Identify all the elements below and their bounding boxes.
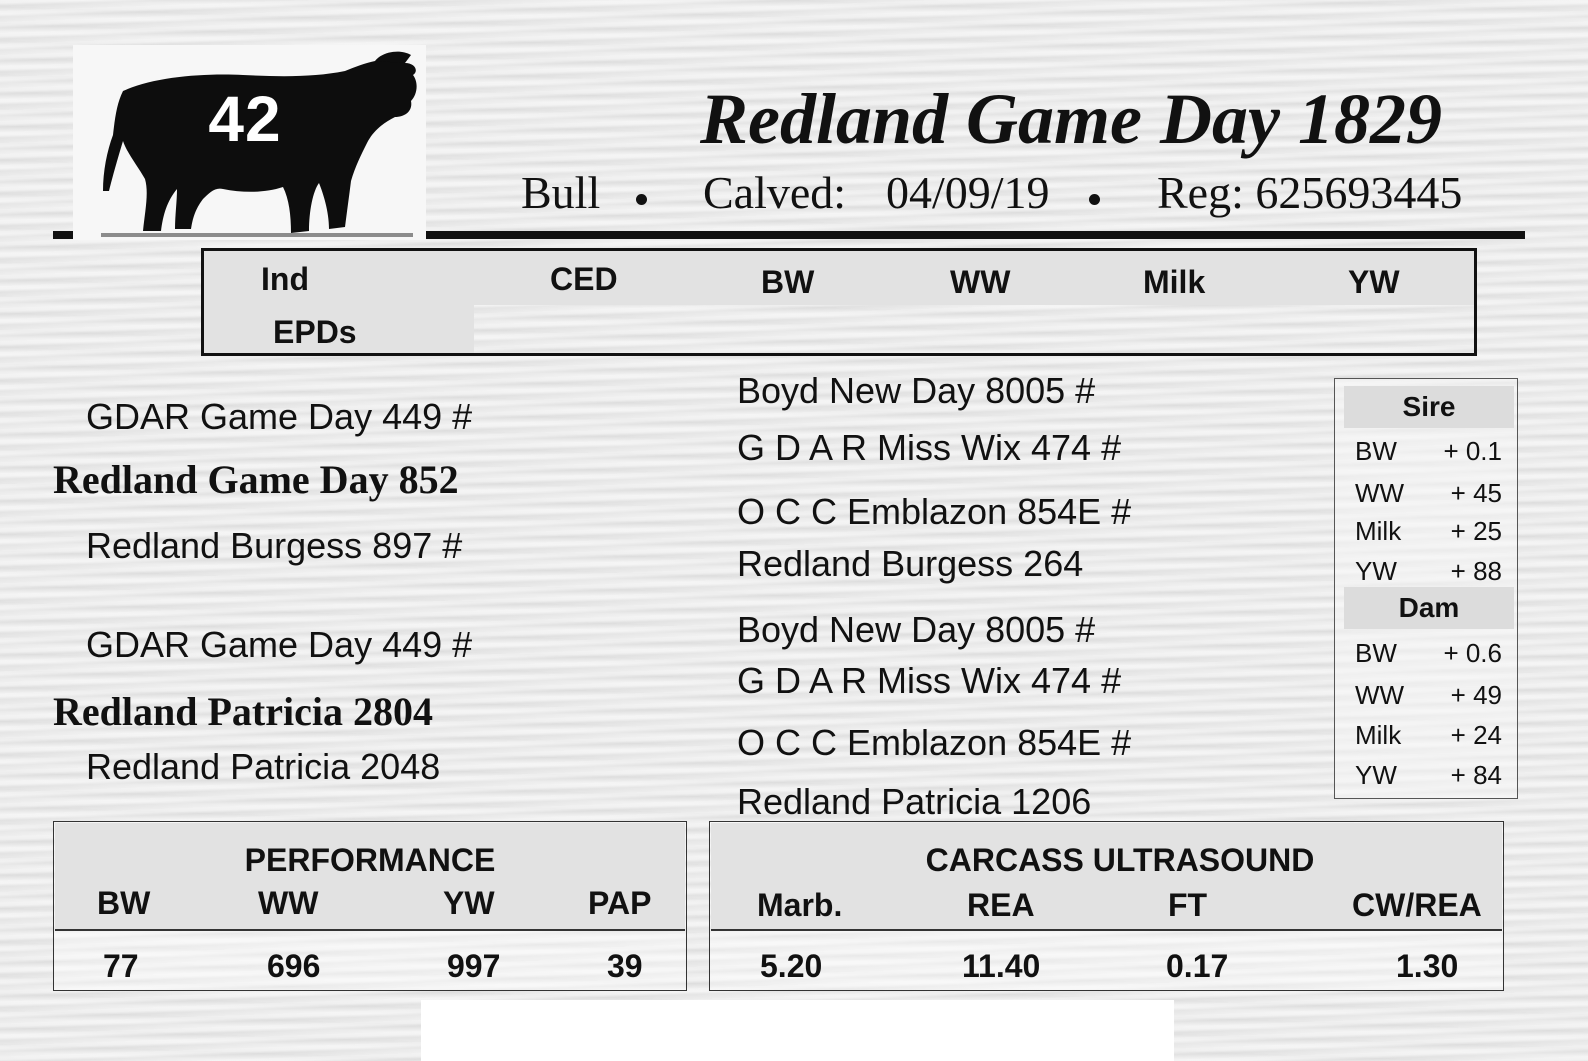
carcass-header: FT bbox=[1168, 887, 1208, 923]
performance-header: BW bbox=[97, 885, 151, 921]
performance-header: WW bbox=[258, 885, 319, 921]
epd-column-milk: Milk bbox=[1143, 264, 1206, 300]
dam-epd-title: Dam bbox=[1344, 587, 1514, 629]
header-rule bbox=[53, 231, 73, 239]
carcass-value: 11.40 bbox=[962, 948, 1041, 984]
epd-column-ww: WW bbox=[950, 264, 1011, 300]
performance-divider bbox=[55, 929, 685, 931]
pedigree-great-grandparent: Boyd New Day 8005 # bbox=[737, 609, 1096, 650]
bull-silhouette-icon bbox=[101, 51, 417, 237]
carcass-value: 1.30 bbox=[1396, 948, 1459, 984]
calved-label: Calved: bbox=[703, 167, 847, 218]
epd-column-bw: BW bbox=[761, 264, 815, 300]
carcass-header-shade bbox=[711, 823, 1502, 929]
carcass-header: REA bbox=[967, 887, 1035, 923]
pedigree-great-grandparent: G D A R Miss Wix 474 # bbox=[737, 427, 1122, 468]
sire-epd-label: WW bbox=[1355, 478, 1405, 508]
pedigree-dam-dam: Redland Patricia 2048 bbox=[86, 746, 441, 787]
performance-value: 77 bbox=[103, 948, 139, 984]
performance-value: 696 bbox=[267, 948, 321, 984]
carcass-value: 5.20 bbox=[760, 948, 823, 984]
sire-epd-value: + 25 bbox=[1450, 516, 1502, 546]
epd-header-shade bbox=[204, 305, 474, 353]
epd-row-label: EPDs bbox=[273, 314, 357, 350]
dam-epd-value: + 49 bbox=[1450, 680, 1502, 710]
registration-number: Reg: 625693445 bbox=[1157, 167, 1463, 218]
dam-epd-value: + 84 bbox=[1450, 760, 1502, 790]
sire-epd-value: + 45 bbox=[1450, 478, 1502, 508]
carcass-header: Marb. bbox=[757, 887, 843, 923]
performance-value: 39 bbox=[607, 948, 643, 984]
logo bbox=[73, 45, 426, 240]
dam-epd-label: WW bbox=[1355, 680, 1405, 710]
pedigree-great-grandparent: Boyd New Day 8005 # bbox=[737, 370, 1096, 411]
separator-dot bbox=[636, 194, 647, 205]
calved-date: 04/09/19 bbox=[886, 167, 1050, 218]
pedigree-great-grandparent: Redland Patricia 1206 bbox=[737, 781, 1092, 822]
epd-column-yw: YW bbox=[1348, 264, 1400, 300]
pedigree-great-grandparent: O C C Emblazon 854E # bbox=[737, 491, 1132, 532]
header-rule bbox=[426, 231, 1525, 239]
epd-column-ced: CED bbox=[550, 261, 618, 297]
pedigree-dam-sire: GDAR Game Day 449 # bbox=[86, 624, 473, 665]
pedigree-great-grandparent: G D A R Miss Wix 474 # bbox=[737, 660, 1122, 701]
sire-epd-label: Milk bbox=[1355, 516, 1402, 546]
performance-header: PAP bbox=[588, 885, 652, 921]
performance-title: PERFORMANCE bbox=[244, 842, 496, 878]
performance-header-shade bbox=[55, 823, 685, 929]
pedigree-great-grandparent: Redland Burgess 264 bbox=[737, 543, 1084, 584]
separator-dot bbox=[1089, 194, 1100, 205]
sire-epd-value: + 0.1 bbox=[1443, 436, 1502, 466]
dam-epd-label: Milk bbox=[1355, 720, 1402, 750]
pedigree-dam: Redland Patricia 2804 bbox=[53, 689, 433, 734]
animal-sex: Bull bbox=[521, 167, 601, 218]
carcass-value: 0.17 bbox=[1166, 948, 1229, 984]
carcass-divider bbox=[711, 929, 1502, 931]
lot-number: 42 bbox=[208, 83, 282, 155]
pedigree-sire-dam: Redland Burgess 897 # bbox=[86, 525, 463, 566]
animal-name: Redland Game Day 1829 bbox=[700, 79, 1442, 159]
blank-footer-area bbox=[421, 1000, 1174, 1061]
pedigree-sire: Redland Game Day 852 bbox=[53, 457, 459, 502]
dam-epd-value: + 24 bbox=[1450, 720, 1502, 750]
sire-epd-label: BW bbox=[1355, 436, 1397, 466]
carcass-title: CARCASS ULTRASOUND bbox=[925, 842, 1315, 878]
epd-header-box bbox=[201, 248, 1477, 356]
pedigree-sire-sire: GDAR Game Day 449 # bbox=[86, 396, 473, 437]
performance-header: YW bbox=[443, 885, 495, 921]
dam-epd-label: YW bbox=[1355, 760, 1397, 790]
sire-epd-title: Sire bbox=[1344, 386, 1514, 428]
pedigree-great-grandparent: O C C Emblazon 854E # bbox=[737, 722, 1132, 763]
dam-epd-label: BW bbox=[1355, 638, 1397, 668]
epd-header-shade bbox=[204, 251, 1474, 305]
sire-epd-value: + 88 bbox=[1450, 556, 1502, 586]
epd-row-label: Ind bbox=[261, 261, 309, 297]
sire-epd-label: YW bbox=[1355, 556, 1397, 586]
performance-value: 997 bbox=[447, 948, 501, 984]
carcass-header: CW/REA bbox=[1352, 887, 1482, 923]
dam-epd-value: + 0.6 bbox=[1443, 638, 1502, 668]
